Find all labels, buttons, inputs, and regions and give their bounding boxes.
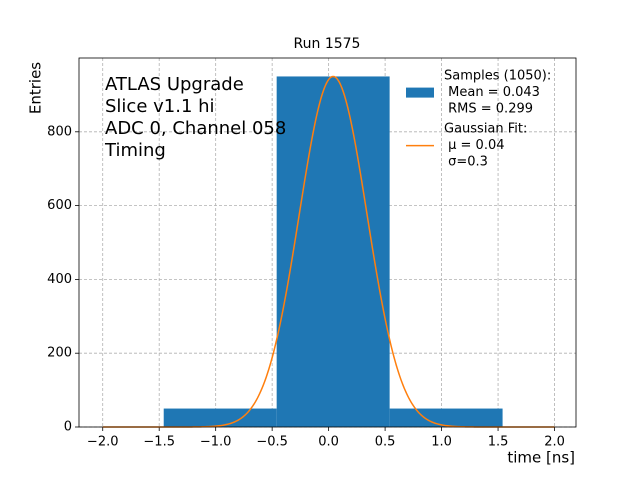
y-tick-label: 800 (47, 124, 72, 139)
y-tick-label: 600 (47, 198, 72, 213)
legend-patch (406, 87, 434, 98)
legend-stat: μ = 0.04 (444, 138, 505, 153)
legend-stat: RMS = 0.299 (444, 102, 533, 117)
legend-label: Gaussian Fit: (444, 122, 527, 137)
x-tick-label: 0.0 (318, 435, 339, 450)
y-tick-label: 400 (47, 272, 72, 287)
x-tick-label: −1.5 (143, 435, 175, 450)
annotation: ATLAS Upgrade (105, 74, 244, 95)
legend-stat: σ=0.3 (444, 155, 488, 170)
histogram-bar (163, 408, 277, 427)
annotation: Slice v1.1 hi (105, 96, 215, 117)
x-axis-label: time [ns] (507, 449, 575, 467)
x-tick-label: 1.0 (431, 435, 452, 450)
x-tick-label: 1.5 (488, 435, 509, 450)
annotation: Timing (104, 140, 166, 161)
x-tick-label: −0.5 (256, 435, 288, 450)
plot-frame (78, 57, 577, 428)
x-tick-label: 0.5 (375, 435, 396, 450)
y-tick-label: 0 (64, 420, 72, 435)
x-tick-label: 2.0 (544, 435, 565, 450)
legend-stat: Mean = 0.043 (444, 85, 540, 100)
y-tick-label: 200 (47, 346, 72, 361)
legend-label: Samples (1050): (444, 69, 551, 84)
histogram-bar (276, 76, 390, 427)
x-tick-label: −1.0 (200, 435, 232, 450)
y-axis-label: Entries (27, 62, 45, 114)
x-tick-label: −2.0 (87, 435, 119, 450)
chart-title: Run 1575 (294, 36, 361, 52)
annotation: ADC 0, Channel 058 (105, 118, 286, 139)
histogram-bar (389, 408, 503, 427)
